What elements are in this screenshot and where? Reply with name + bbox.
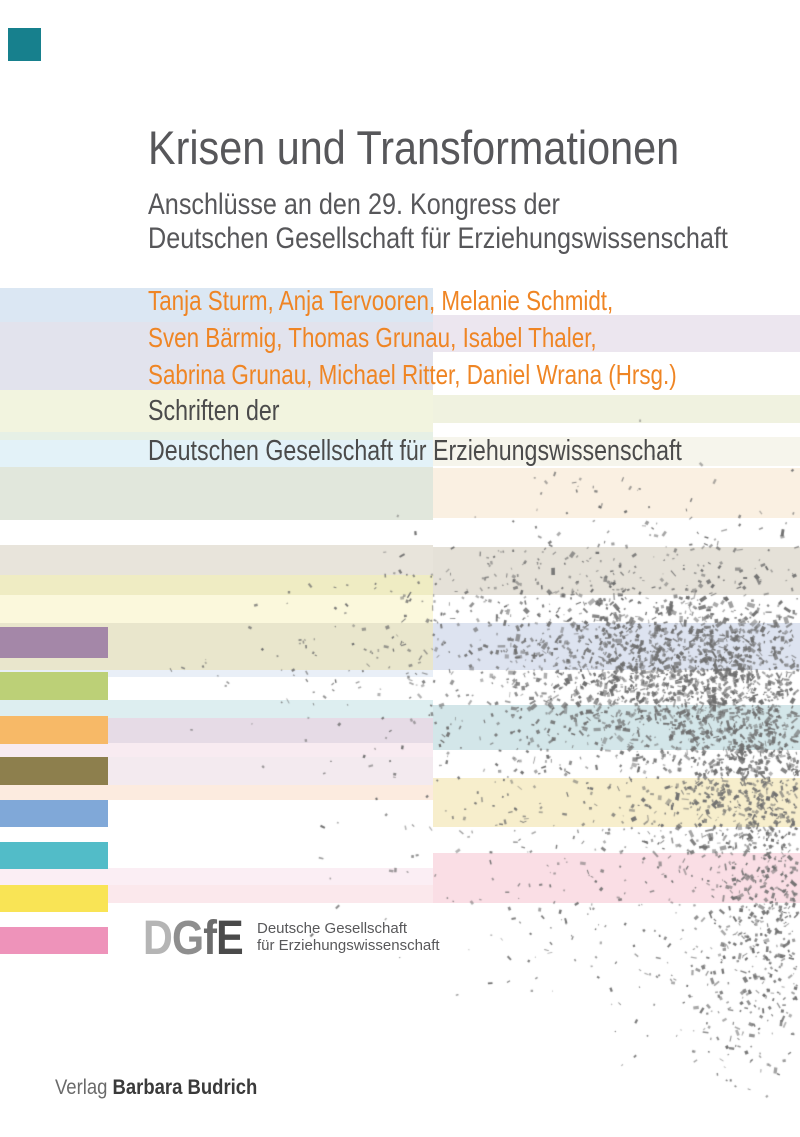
subtitle-line-1: Anschlüsse an den 29. Kongress der — [148, 188, 560, 221]
publisher-prefix: Verlag — [55, 1076, 108, 1099]
dgfe-logo-caption: Deutsche Gesellschaft für Erziehungswiss… — [257, 920, 440, 954]
dgfe-caption-line-2: für Erziehungswissenschaft — [257, 937, 440, 954]
authors-line-2: Sven Bärmig, Thomas Grunau, Isabel Thale… — [148, 322, 597, 353]
publisher-name: Barbara Budrich — [112, 1076, 258, 1099]
series-line-1: Schriften der — [148, 395, 280, 427]
subtitle-line-2: Deutschen Gesellschaft für Erziehungswis… — [148, 222, 728, 255]
dgfe-logo-letter: D — [143, 912, 173, 965]
publisher-line: Verlag Barbara Budrich — [55, 1076, 257, 1100]
dgfe-logo: DGfE — [143, 915, 244, 963]
book-title: Krisen und Transformationen — [148, 121, 680, 174]
authors-line-3: Sabrina Grunau, Michael Ritter, Daniel W… — [148, 359, 677, 390]
series-line-2: Deutschen Gesellschaft für Erziehungswis… — [148, 435, 682, 467]
dgfe-logo-letter: E — [216, 912, 244, 965]
dgfe-logo-letter: G — [171, 912, 204, 965]
dgfe-logo-letter: f — [203, 912, 217, 965]
authors-line-1: Tanja Sturm, Anja Tervooren, Melanie Sch… — [148, 285, 614, 316]
dgfe-caption-line-1: Deutsche Gesellschaft — [257, 920, 408, 937]
corner-accent-square — [8, 28, 41, 61]
